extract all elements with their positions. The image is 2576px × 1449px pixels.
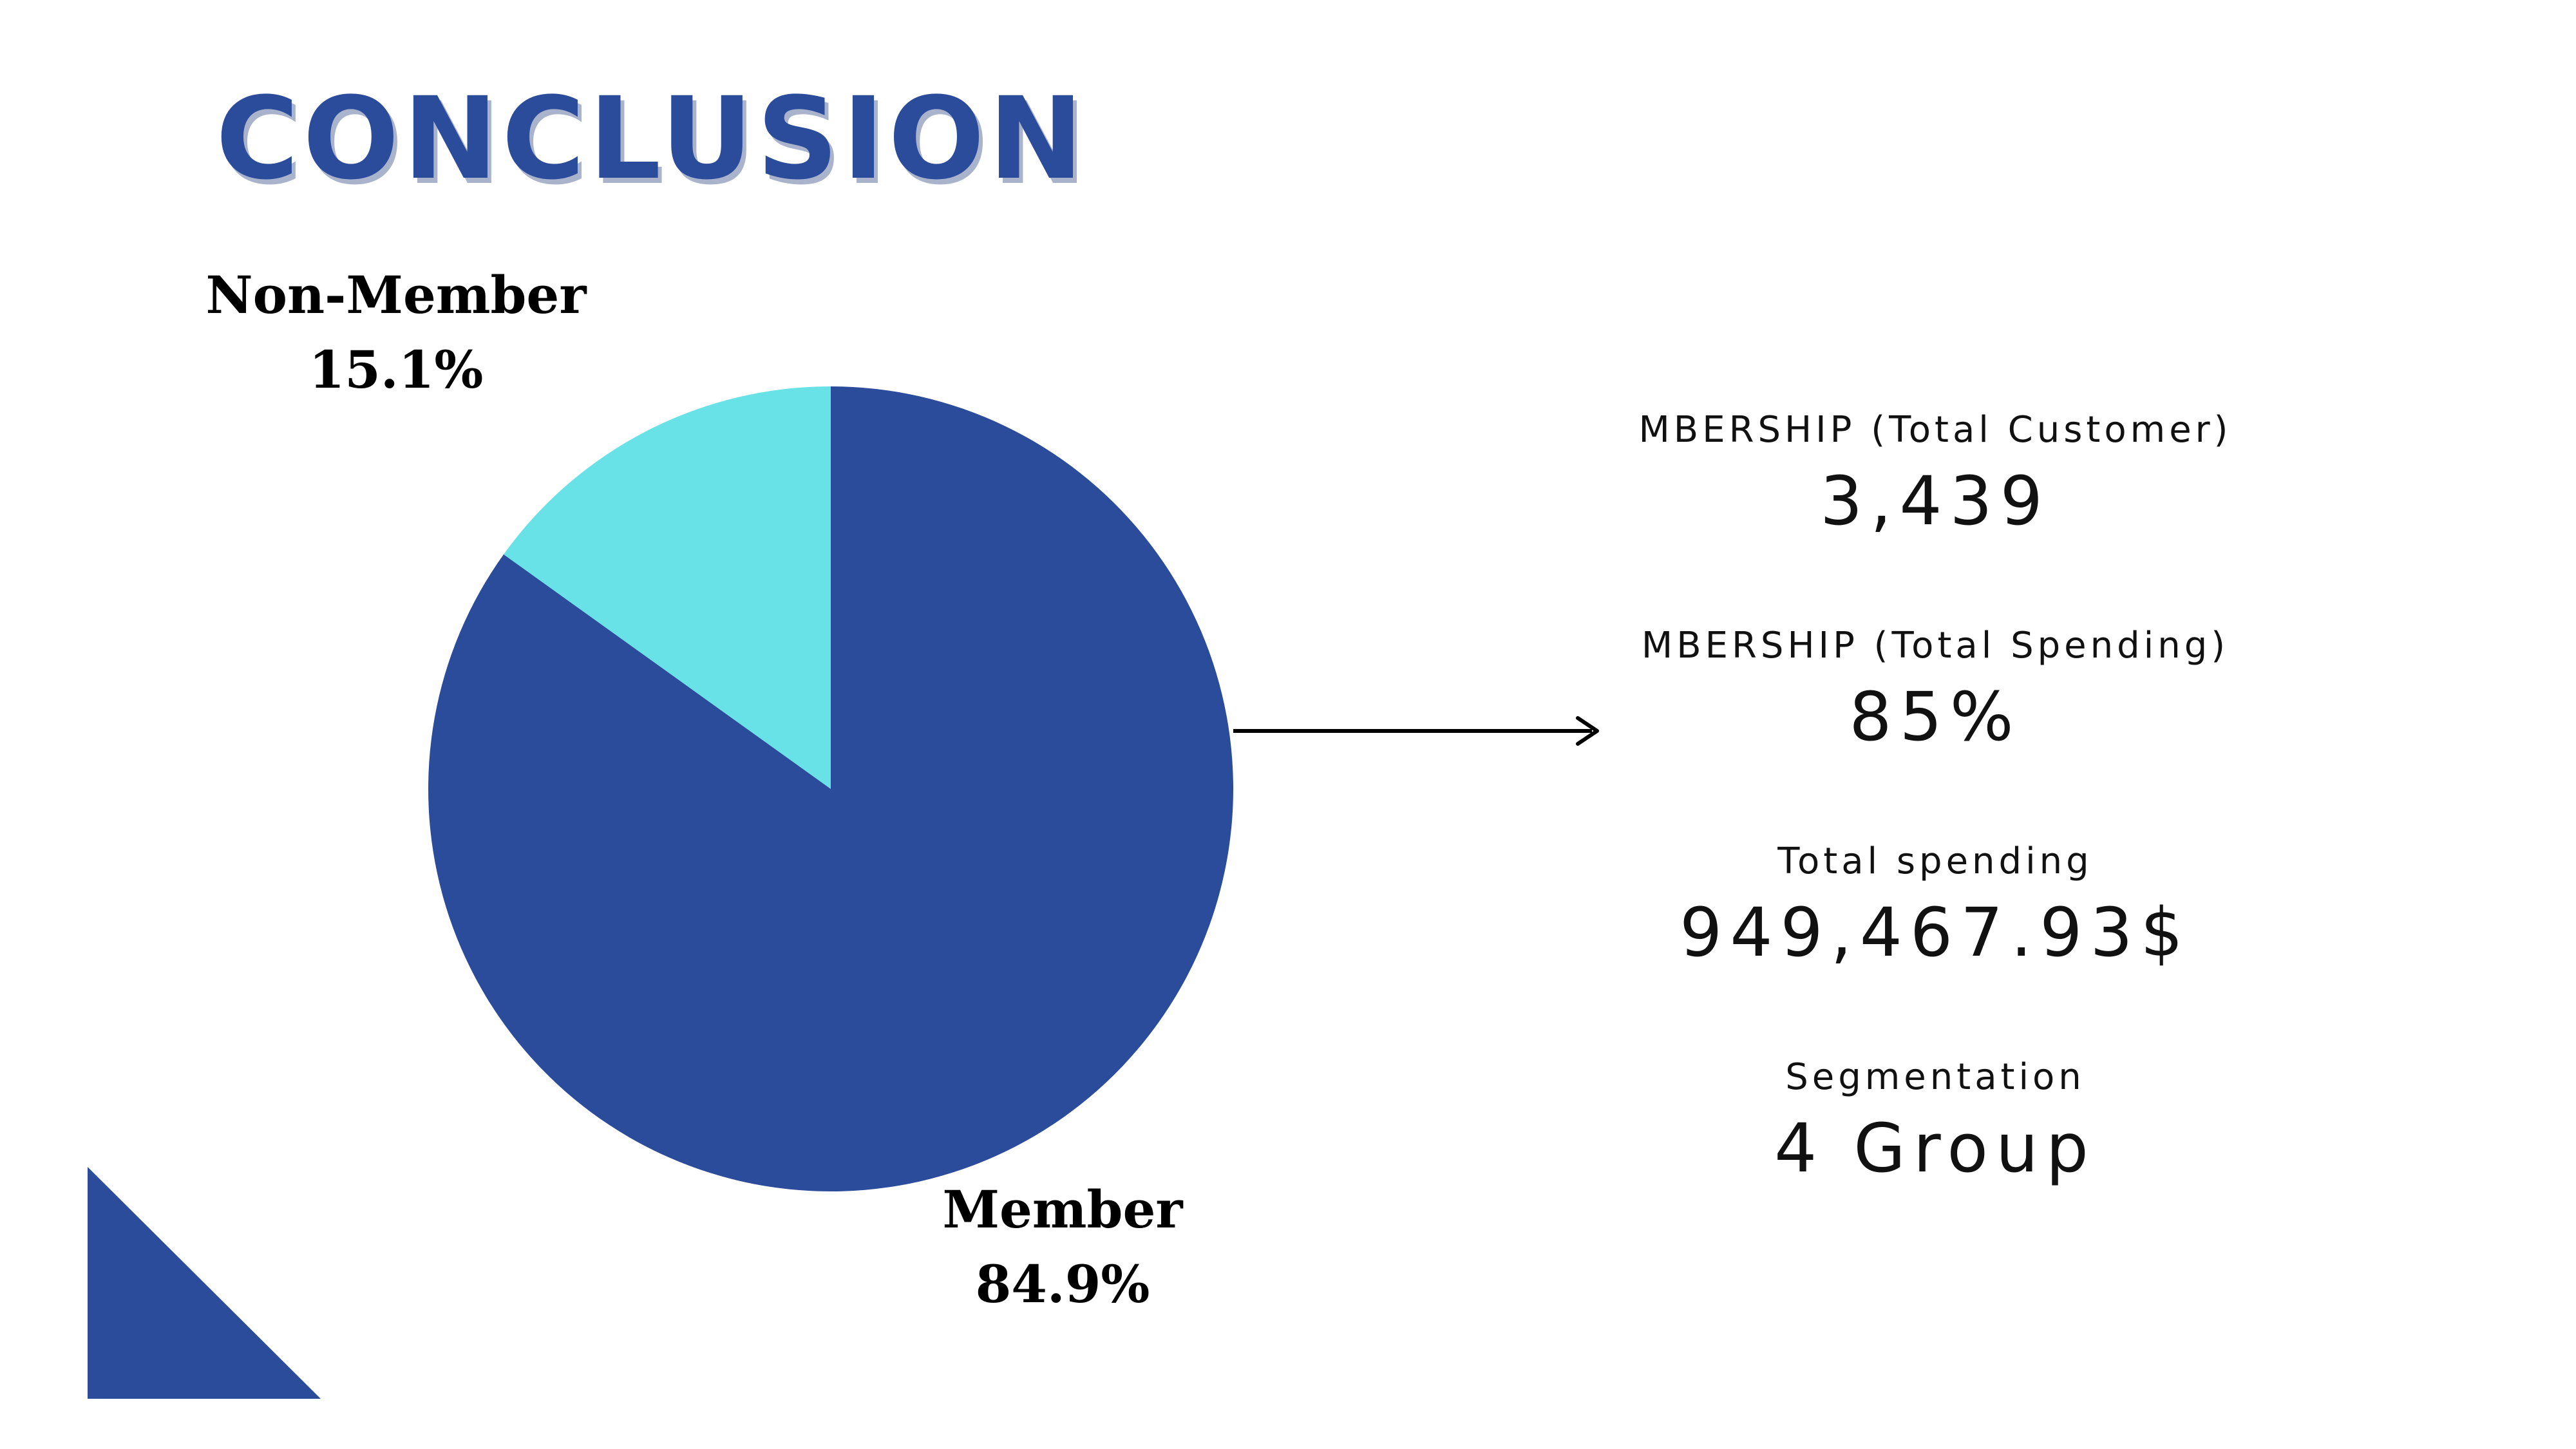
pie-label-member-name: Member <box>942 1179 1183 1240</box>
stat-segmentation: Segmentation 4 Group <box>1584 1046 2286 1262</box>
pie-label-non-member-name: Non-Member <box>205 265 587 325</box>
stat-value: 85% <box>1849 677 2022 756</box>
corner-triangle-decoration <box>88 1167 321 1399</box>
stat-value: 3,439 <box>1820 462 2050 540</box>
slide-title: CONCLUSION <box>216 73 1088 205</box>
stat-total-customer: MBERSHIP (Total Customer) 3,439 <box>1584 399 2286 615</box>
stats-panel: MBERSHIP (Total Customer) 3,439 MBERSHIP… <box>1584 399 2286 1262</box>
pie-slice-non-member <box>504 386 831 789</box>
stat-total-spending-share: MBERSHIP (Total Spending) 85% <box>1584 615 2286 831</box>
stat-value: 4 Group <box>1774 1109 2096 1188</box>
stat-label: Total spending <box>1777 840 2093 882</box>
pointer-arrow-head-icon <box>1576 716 1599 746</box>
stat-label: Segmentation <box>1785 1056 2085 1098</box>
stat-total-spending: Total spending 949,467.93$ <box>1584 831 2286 1046</box>
pie-label-member: Member 84.9% <box>889 1172 1236 1321</box>
pie-slices <box>428 386 1234 1191</box>
stat-value: 949,467.93$ <box>1680 893 2191 972</box>
pie-label-non-member-percent: 15.1% <box>308 339 484 400</box>
pie-label-member-percent: 84.9% <box>975 1254 1150 1314</box>
stat-label: MBERSHIP (Total Spending) <box>1641 625 2230 667</box>
pie-label-non-member: Non-Member 15.1% <box>203 258 589 407</box>
stat-label: MBERSHIP (Total Customer) <box>1638 409 2232 451</box>
